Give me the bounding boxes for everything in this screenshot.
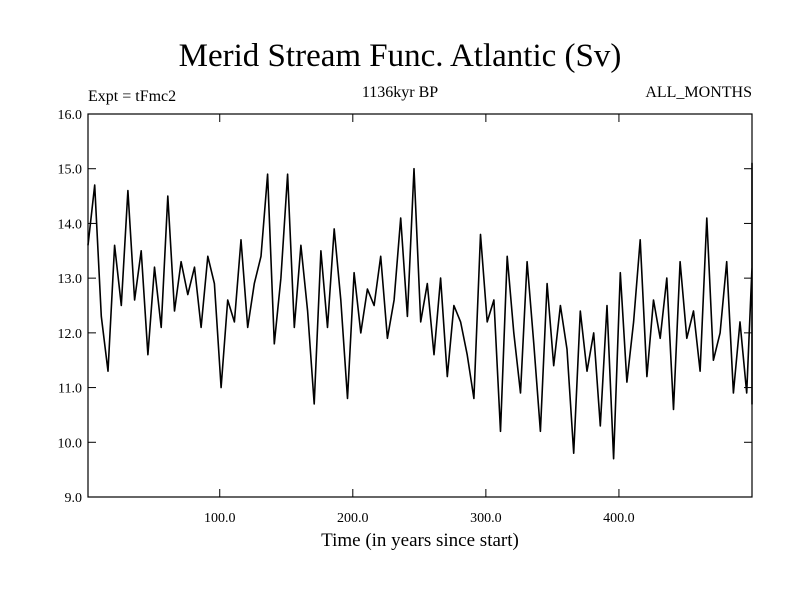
x-tick-label: 100.0 (204, 511, 236, 526)
x-tick-label: 200.0 (337, 511, 369, 526)
x-axis-label: Time (in years since start) (321, 530, 519, 551)
y-tick-label: 16.0 (58, 108, 83, 123)
y-tick-label: 12.0 (58, 327, 83, 342)
y-tick-label: 11.0 (58, 382, 82, 397)
chart-title: Merid Stream Func. Atlantic (Sv) (178, 38, 622, 74)
plot-area-frame (87, 113, 753, 498)
y-tick-label: 10.0 (58, 436, 83, 451)
chart-subtitle: 1136kyr BP (361, 84, 439, 101)
y-tick-label: 14.0 (58, 217, 83, 232)
y-tick-label: 13.0 (58, 272, 83, 287)
y-tick-label: 15.0 (58, 163, 83, 178)
axis-tick-labels: 9.0 10.0 11.0 12.0 13.0 14.0 15.0 16.0 100.0 200.… (58, 108, 635, 526)
period-label: ALL_MONTHS (645, 84, 752, 101)
experiment-label: Expt = tFmc2 (88, 88, 177, 105)
x-tick-label: 400.0 (603, 511, 635, 526)
y-tick-label: 9.0 (65, 491, 83, 506)
x-tick-label: 300.0 (470, 511, 502, 526)
series-line (87, 162, 753, 460)
